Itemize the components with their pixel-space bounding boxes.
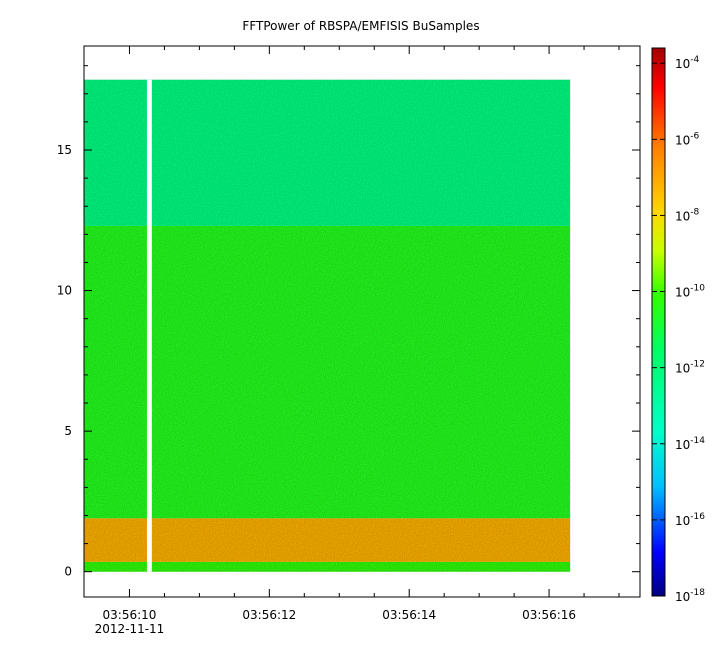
colorbar-frame [651, 47, 666, 597]
y-tick-label: 0 [64, 565, 72, 579]
x-tick-label: 03:56:16 [522, 608, 576, 622]
y-tick-label: 5 [64, 424, 72, 438]
plot-frame [83, 45, 641, 598]
colorbar-tick-label: 10-8 [675, 207, 700, 223]
colorbar-tick-label: 10-14 [675, 436, 705, 452]
y-tick-label: 10 [57, 284, 72, 298]
spectrogram-texture [84, 79, 571, 572]
x-tick-label: 03:56:14 [382, 608, 436, 622]
x-tick-label: 03:56:12 [242, 608, 296, 622]
chart-title: FFTPower of RBSPA/EMFISIS BuSamples [242, 19, 479, 33]
x-date-label: 2012-11-11 [95, 622, 165, 636]
colorbar-tick-label: 10-16 [675, 512, 705, 528]
colorbar-tick-label: 10-6 [675, 131, 700, 147]
colorbar: 10-4 10-6 10-8 10-10 10-12 10-14 10-16 10-18 [651, 47, 705, 604]
colorbar-tick-label: 10-10 [675, 284, 705, 300]
colorbar-tick-label: 10-12 [675, 360, 705, 376]
colorbar-tick-label: 10-18 [675, 588, 705, 604]
colorbar-tick-label: 10-4 [675, 55, 700, 71]
data-gap [146, 79, 152, 572]
plot-area: 0 5 10 15 03:56:10 03:56:12 03:56:14 03:56:16 20… [57, 45, 641, 636]
x-tick-label: 03:56:10 [103, 608, 157, 622]
y-tick-label: 15 [57, 143, 72, 157]
colorbar-gradient [652, 48, 665, 596]
